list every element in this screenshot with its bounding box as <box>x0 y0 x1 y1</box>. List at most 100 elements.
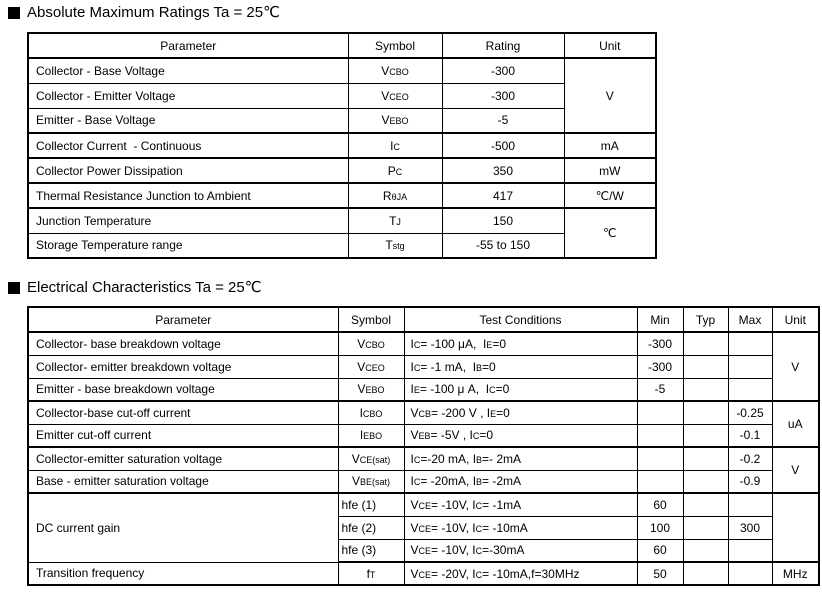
table-row: Emitter - base breakdown voltage VEBO IE… <box>27 377 819 402</box>
parameter-cell: Collector - Emitter Voltage <box>27 82 349 109</box>
parameter-cell: Base - emitter saturation voltage <box>27 469 339 494</box>
table-row: Collector- emitter breakdown voltage VCE… <box>27 354 819 379</box>
column-header-parameter: Parameter <box>27 306 339 333</box>
min-cell: 60 <box>636 538 684 563</box>
min-cell <box>636 423 684 448</box>
section-title-text: Electrical Characteristics Ta = 25℃ <box>27 279 262 296</box>
parameter-cell: Thermal Resistance Junction to Ambient <box>27 182 349 209</box>
unit-cell: MHz <box>771 561 820 586</box>
table-row: Collector-emitter saturation voltage VCE… <box>27 446 820 494</box>
symbol-cell: fT <box>337 561 405 586</box>
min-cell <box>636 446 684 471</box>
typ-cell <box>682 400 729 425</box>
rating-cell: -500 <box>441 132 565 159</box>
unit-cell: ℃ <box>563 207 657 259</box>
max-cell: -0.1 <box>727 423 773 448</box>
symbol-cell: ICBO <box>337 400 405 425</box>
max-cell <box>727 354 773 379</box>
header-row: Parameter Symbol Test Conditions Min Typ… <box>27 306 820 333</box>
max-cell: 300 <box>727 515 773 540</box>
parameter-cell: Collector-emitter saturation voltage <box>27 446 339 471</box>
section-title-absolute-maximum-ratings: Absolute Maximum Ratings Ta = 25℃ <box>8 4 280 22</box>
rating-cell: 150 <box>441 207 565 234</box>
unit-cell: V <box>771 446 820 494</box>
condition-cell: IC= -20mA, IB= -2mA <box>403 469 638 494</box>
parameter-cell: Collector- emitter breakdown voltage <box>27 354 339 379</box>
symbol-cell: VEBO <box>347 107 443 134</box>
condition-cell: VCE= -10V, IC=-30mA <box>403 538 638 563</box>
unit-cell: V <box>563 57 657 134</box>
condition-cell: IC=-20 mA, IB=- 2mA <box>403 446 638 471</box>
column-header-symbol: Symbol <box>337 306 405 333</box>
parameter-cell: Emitter - base breakdown voltage <box>27 377 339 402</box>
unit-cell: ℃/W <box>563 182 657 209</box>
parameter-cell: Junction Temperature <box>27 207 349 234</box>
parameter-cell: Storage Temperature range <box>27 232 349 259</box>
symbol-cell: hfe (1) <box>337 492 405 517</box>
unit-cell: mA <box>563 132 657 159</box>
unit-cell <box>771 492 820 563</box>
typ-cell <box>682 423 729 448</box>
rating-cell: -5 <box>441 107 565 134</box>
rating-cell: 350 <box>441 157 565 184</box>
condition-cell: IC= -100 μA, IE=0 <box>403 331 638 356</box>
unit-cell: V <box>771 331 820 402</box>
min-cell: 100 <box>636 515 684 540</box>
table-row: Emitter - Base Voltage VEBO -5 <box>27 107 656 134</box>
column-header-symbol: Symbol <box>347 32 443 59</box>
column-header-unit: Unit <box>771 306 820 333</box>
unit-cell: mW <box>563 157 657 184</box>
min-cell: -300 <box>636 354 684 379</box>
column-header-test-conditions: Test Conditions <box>403 306 638 333</box>
symbol-cell: PC <box>347 157 443 184</box>
symbol-cell: hfe (3) <box>337 538 405 563</box>
table-row: Collector - Base Voltage VCBO -300 V <box>27 57 657 134</box>
max-cell: -0.9 <box>727 469 773 494</box>
rating-cell: -55 to 150 <box>441 232 565 259</box>
condition-cell: IC= -1 mA, IB=0 <box>403 354 638 379</box>
column-header-rating: Rating <box>441 32 565 59</box>
parameter-cell: Collector- base breakdown voltage <box>27 331 339 356</box>
black-square-bullet-icon <box>8 282 20 294</box>
typ-cell <box>682 354 729 379</box>
min-cell: 60 <box>636 492 684 517</box>
table-row: Collector Power Dissipation PC 350 mW <box>27 157 657 184</box>
typ-cell <box>682 538 729 563</box>
symbol-cell: VCEO <box>337 354 405 379</box>
max-cell <box>727 377 773 402</box>
symbol-cell: VCEO <box>347 82 443 109</box>
min-cell <box>636 400 684 425</box>
table-row: Collector - Emitter Voltage VCEO -300 <box>27 82 656 109</box>
condition-cell: IE= -100 μ A, IC=0 <box>403 377 638 402</box>
table-row: Emitter cut-off current IEBO VEB= -5V , … <box>27 423 819 448</box>
parameter-cell: Emitter cut-off current <box>27 423 339 448</box>
symbol-cell: RθJA <box>347 182 443 209</box>
parameter-cell: Collector-base cut-off current <box>27 400 339 425</box>
max-cell <box>727 492 773 517</box>
symbol-cell: IC <box>347 132 443 159</box>
black-square-bullet-icon <box>8 7 20 19</box>
rating-cell: -300 <box>441 57 565 84</box>
typ-cell <box>682 331 729 356</box>
parameter-cell: DC current gain <box>27 492 339 563</box>
min-cell: -5 <box>636 377 684 402</box>
symbol-cell: hfe (2) <box>337 515 405 540</box>
table-row: Thermal Resistance Junction to Ambient R… <box>27 182 657 209</box>
column-header-unit: Unit <box>563 32 657 59</box>
symbol-cell: VBE(sat) <box>337 469 405 494</box>
table-row: DC current gain hfe (1) VCE= -10V, IC= -… <box>27 492 820 563</box>
rating-cell: -300 <box>441 82 565 109</box>
symbol-cell: VEBO <box>337 377 405 402</box>
symbol-cell: Tstg <box>347 232 443 259</box>
min-cell: -300 <box>636 331 684 356</box>
table-row: Transition frequency fT VCE= -20V, IC= -… <box>27 561 820 586</box>
table-row: Storage Temperature range Tstg -55 to 15… <box>27 232 656 259</box>
table-row: hfe (2) VCE= -10V, IC= -10mA 100 300 <box>28 515 819 540</box>
electrical-characteristics-table: Parameter Symbol Test Conditions Min Typ… <box>27 306 820 586</box>
min-cell <box>636 469 684 494</box>
typ-cell <box>682 515 729 540</box>
symbol-cell: VCBO <box>347 57 443 84</box>
table-row: Base - emitter saturation voltage VBE(sa… <box>27 469 819 494</box>
table-row: Collector Current - Continuous IC -500 m… <box>27 132 657 159</box>
